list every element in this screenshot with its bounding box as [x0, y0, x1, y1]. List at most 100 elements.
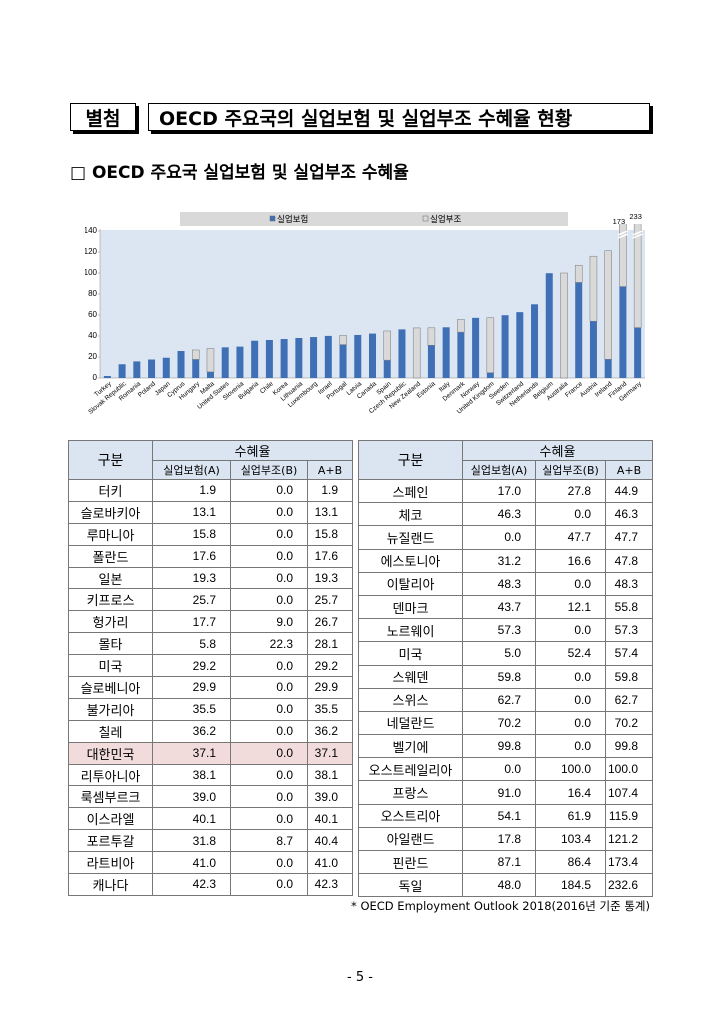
value-cell: 57.3: [462, 618, 536, 643]
table-row: 칠레 36.2 0.0 36.2: [68, 719, 353, 743]
value-cell: 17.7: [152, 610, 231, 634]
y-tick-label: 40: [88, 331, 97, 340]
header-cell: 구분: [68, 440, 153, 480]
table-row: 오스트레일리아 0.0 100.0 100.0: [358, 757, 653, 782]
value-cell: 70.2: [605, 710, 653, 736]
country-cell: 룩셈부르크: [68, 785, 153, 809]
country-cell: 오스트레일리아: [358, 757, 463, 782]
header-cell: 실업보험(A): [152, 460, 231, 480]
table-row: 벨기에 99.8 0.0 99.8: [358, 734, 653, 759]
table-row: 스웨덴 59.8 0.0 59.8: [358, 664, 653, 689]
table-row: 독일 48.0 184.5 232.6: [358, 873, 653, 898]
bar-segment: [369, 333, 376, 378]
country-cell: 폴란드: [68, 544, 153, 568]
bar-segment: [574, 264, 583, 283]
header-row: 구분 수혜율: [358, 440, 653, 480]
value-cell: 99.8: [462, 734, 536, 759]
table-row: 이탈리아 48.3 0.0 48.3: [358, 571, 653, 596]
bar-segment: [177, 351, 185, 378]
value-cell: 0.0: [230, 741, 308, 765]
country-cell: 헝가리: [68, 610, 153, 634]
value-cell: 91.0: [462, 780, 536, 805]
bar-segment: [280, 339, 288, 378]
table-row: 헝가리 17.7 9.0 26.7: [68, 610, 353, 634]
value-cell: 16.6: [535, 548, 606, 573]
value-cell: 35.5: [307, 697, 353, 721]
bar-segment: [295, 337, 303, 378]
value-cell: 59.8: [605, 664, 653, 689]
country-cell: 라트비아: [68, 851, 153, 875]
value-cell: 46.3: [462, 502, 536, 527]
page-number: - 5 -: [347, 970, 373, 985]
bar-segment: [604, 359, 612, 378]
country-cell: 뉴질랜드: [358, 525, 463, 550]
table-row: 캐나다 42.3 0.0 42.3: [68, 873, 353, 896]
bar-segment: [221, 347, 229, 378]
value-cell: 17.6: [152, 544, 231, 568]
country-cell: 미국: [68, 654, 153, 678]
value-cell: 48.3: [605, 571, 653, 596]
table-row: 미국 5.0 52.4 57.4: [358, 641, 653, 666]
value-cell: 19.3: [307, 566, 353, 590]
country-cell: 네덜란드: [358, 710, 463, 736]
value-cell: 9.0: [230, 610, 308, 634]
value-cell: 0.0: [462, 525, 536, 550]
bar-segment: [501, 315, 509, 378]
country-cell: 덴마크: [358, 594, 463, 620]
country-cell: 리투아니아: [68, 763, 153, 787]
header-cell: A+B: [307, 460, 353, 480]
y-tick-label: 20: [88, 352, 97, 361]
value-cell: 46.3: [605, 502, 653, 527]
bar-segment: [486, 317, 495, 374]
bar-segment: [619, 224, 627, 287]
bar-segment: [310, 337, 318, 378]
value-cell: 0.0: [230, 500, 308, 524]
value-cell: 62.7: [462, 687, 536, 712]
value-cell: 22.3: [230, 632, 308, 656]
bar-segment: [251, 340, 259, 378]
value-cell: 62.7: [605, 687, 653, 712]
y-tick-label: 100: [85, 268, 98, 277]
value-cell: 13.1: [152, 500, 231, 524]
value-cell: 8.7: [230, 829, 308, 853]
value-cell: 61.9: [535, 803, 606, 828]
header-cell: 수혜율: [462, 440, 653, 461]
y-tick-label: 0: [93, 373, 98, 382]
value-cell: 103.4: [535, 826, 606, 852]
bar-segment: [589, 255, 598, 322]
country-cell: 노르웨이: [358, 618, 463, 643]
value-cell: 0.0: [230, 719, 308, 743]
table-row: 이스라엘 40.1 0.0 40.1: [68, 807, 353, 831]
value-cell: 100.0: [535, 757, 606, 782]
header-row: 실업보험(A) 실업부조(B) A+B: [69, 460, 353, 480]
value-cell: 44.9: [605, 478, 653, 504]
value-cell: 0.0: [230, 566, 308, 590]
bar-segment: [206, 371, 214, 378]
value-cell: 31.8: [152, 829, 231, 853]
country-cell: 키프로스: [68, 588, 153, 612]
table-row: 뉴질랜드 0.0 47.7 47.7: [358, 525, 653, 550]
table-row: 덴마크 43.7 12.1 55.8: [358, 594, 653, 620]
bar-segment: [236, 346, 244, 378]
country-cell: 에스토니아: [358, 548, 463, 573]
value-cell: 27.8: [535, 478, 606, 504]
value-cell: 0.0: [230, 785, 308, 809]
table-row: 아일랜드 17.8 103.4 121.2: [358, 826, 653, 852]
value-cell: 232.6: [605, 873, 653, 898]
bar-segment: [339, 344, 347, 378]
bar-segment: [560, 272, 568, 379]
value-cell: 115.9: [605, 803, 653, 828]
break-mark: [632, 230, 643, 236]
table-row: 에스토니아 31.2 16.6 47.8: [358, 548, 653, 573]
table-row: 불가리아 35.5 0.0 35.5: [68, 697, 353, 721]
value-cell: 0.0: [230, 763, 308, 787]
value-cell: 47.7: [535, 525, 606, 550]
bar-segment: [118, 364, 126, 378]
value-cell: 0.0: [535, 571, 606, 596]
table-row: 룩셈부르크 39.0 0.0 39.0: [68, 785, 353, 809]
country-cell: 아일랜드: [358, 826, 463, 852]
country-cell: 몰타: [68, 632, 153, 656]
bar-segment: [545, 273, 553, 378]
value-cell: 17.6: [307, 544, 353, 568]
